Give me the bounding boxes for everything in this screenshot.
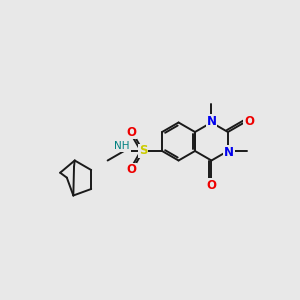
Text: O: O [126, 125, 136, 139]
Text: O: O [126, 164, 136, 176]
Text: N: N [206, 115, 217, 128]
Text: O: O [206, 179, 217, 192]
Text: N: N [224, 146, 234, 158]
Text: S: S [139, 145, 147, 158]
Text: NH: NH [114, 141, 130, 151]
Text: O: O [244, 115, 254, 128]
